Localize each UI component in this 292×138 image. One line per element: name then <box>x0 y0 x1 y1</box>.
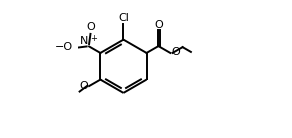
Text: O: O <box>155 20 164 30</box>
Text: O: O <box>86 22 95 32</box>
Text: N: N <box>80 36 88 46</box>
Text: Cl: Cl <box>118 13 129 23</box>
Text: O: O <box>171 47 180 57</box>
Text: O: O <box>80 81 88 91</box>
Text: −O: −O <box>55 42 73 52</box>
Text: +: + <box>90 34 97 43</box>
